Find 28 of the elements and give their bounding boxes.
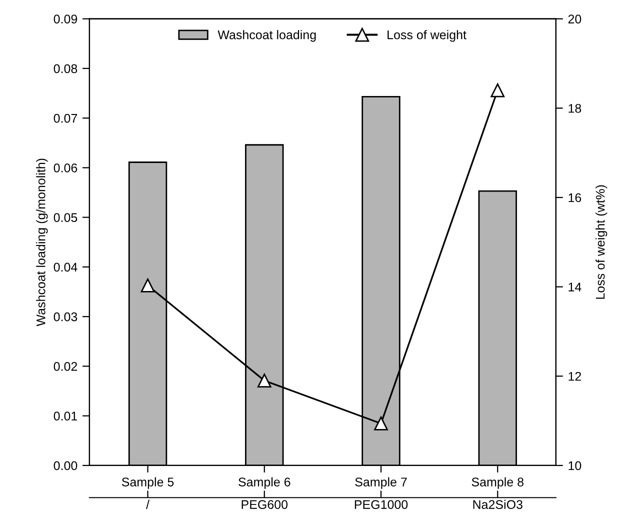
y2-tick-label: 20 [568,14,582,24]
y-tick-label: 0.07 [54,114,78,123]
legend-label: Loss of weight [388,30,466,42]
point [490,83,505,98]
point [374,416,388,430]
y-tick-label: 0.05 [54,213,78,222]
y-tick-label: 0.00 [54,461,78,470]
y-axis-title: Washcoat loading (g/monolith) [36,158,48,326]
x-tick-label: Sample 8 Na2SiO3 [472,477,524,509]
y2-tick-label: 10 [568,461,582,470]
y-tick-label: 0.02 [54,362,78,371]
y-tick-label: 0.06 [54,164,78,172]
y-tick-label: 0.03 [54,312,78,322]
point [257,374,272,388]
y2-tick-label: 16 [568,193,582,202]
x-tick-label: Sample 6 PEG600 [238,477,290,509]
y-tick-label: 0.01 [54,412,78,420]
y2-axis-title: Loss of weight (wt%) [596,185,608,299]
y-tick-label: 0.04 [54,262,78,272]
y-tick-label: 0.08 [54,64,78,74]
point [140,278,155,292]
y-tick-label: 0.09 [54,14,78,24]
y2-tick-label: 14 [568,282,582,292]
x-tick-label: Sample 5 / [122,477,174,509]
x-tick-label: Sample 7 PEG1000 [354,477,408,509]
legend-label: Washcoat loading [218,30,316,42]
y2-tick-label: 12 [568,372,582,381]
y2-tick-label: 18 [568,104,582,113]
